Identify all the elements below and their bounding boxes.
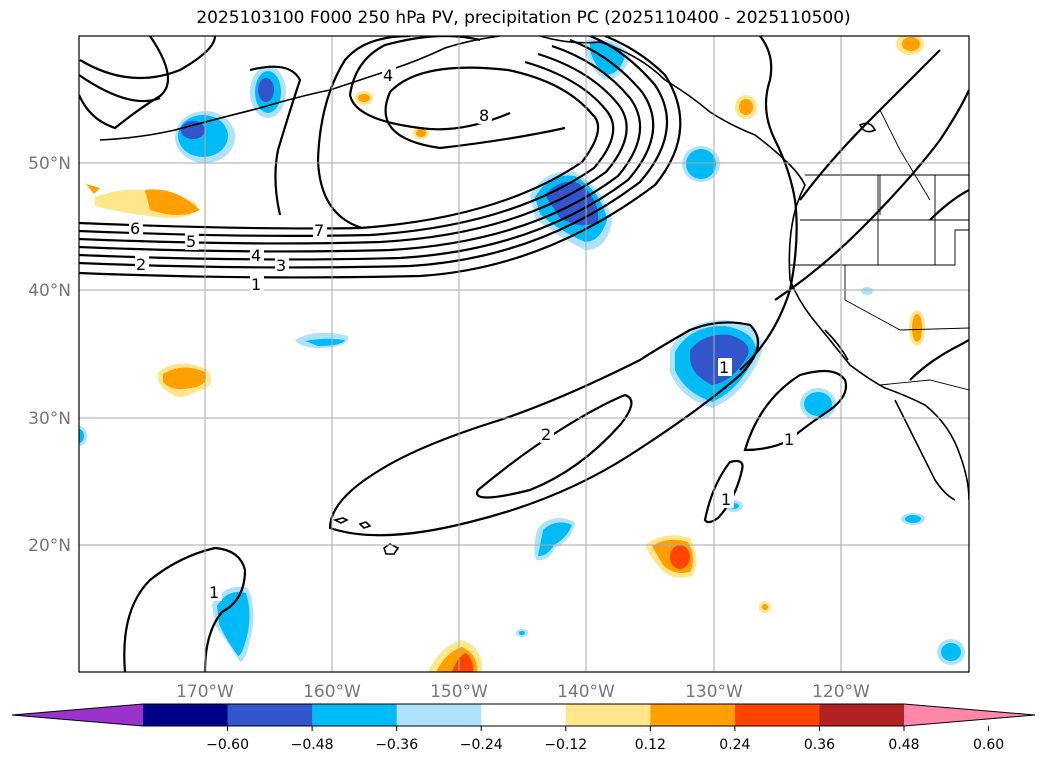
colorbar-extend-high — [904, 704, 1035, 726]
colorbar-tick-label: −0.12 — [544, 737, 587, 753]
contour-label: 2 — [541, 425, 551, 444]
pv-contours — [79, 36, 969, 672]
lon-label: 150°W — [430, 682, 488, 702]
contour-label: 5 — [186, 232, 196, 251]
colorbar-tick-label: 0.48 — [888, 737, 919, 753]
map-area: 1 2 3 4 5 6 7 8 2 1 1 1 1 4 — [79, 36, 969, 672]
colorbar-segment — [650, 704, 736, 726]
colorbar-tick-label: 0.12 — [635, 737, 666, 753]
colorbar-tick-label: −0.60 — [206, 737, 249, 753]
lat-lon-grid — [79, 36, 969, 672]
contour-labels: 1 2 3 4 5 6 7 8 2 1 1 1 1 4 — [129, 66, 797, 602]
latitude-labels: 50°N 40°N 30°N 20°N — [28, 154, 71, 556]
contour-label: 2 — [136, 255, 146, 274]
contour-label: 1 — [784, 430, 794, 449]
colorbar-segment — [396, 704, 482, 726]
coastlines — [99, 36, 969, 555]
precipitation-anomalies — [79, 36, 965, 672]
colorbar: −0.60 −0.48 −0.36 −0.24 −0.12 0.12 0.24 0.36 0.4… — [11, 703, 1036, 753]
colorbar-tick-label: −0.36 — [375, 737, 418, 753]
contour-label: 1 — [251, 275, 261, 294]
contour-label: 1 — [719, 358, 729, 377]
colorbar-segment — [143, 704, 229, 726]
colorbar-tick-label: 0.24 — [719, 737, 750, 753]
contour-label: 3 — [276, 256, 286, 275]
contour-label: 4 — [251, 246, 261, 265]
contour-label: 8 — [479, 106, 489, 125]
contour-label: 4 — [383, 66, 393, 85]
map-frame — [78, 35, 970, 673]
contour-label: 1 — [209, 583, 219, 602]
lat-label: 20°N — [28, 536, 71, 556]
colorbar-segment — [819, 704, 905, 726]
colorbar-segment — [734, 704, 820, 726]
lon-label: 170°W — [176, 682, 234, 702]
longitude-labels: 170°W 160°W 150°W 140°W 130°W 120°W — [176, 682, 870, 702]
map-title: 2025103100 F000 250 hPa PV, precipitatio… — [196, 8, 851, 28]
lat-label: 40°N — [28, 281, 71, 301]
lon-label: 120°W — [812, 682, 870, 702]
colorbar-tick-label: −0.48 — [291, 737, 334, 753]
colorbar-segment — [312, 704, 398, 726]
lon-label: 160°W — [303, 682, 361, 702]
contour-label: 6 — [130, 219, 140, 238]
political-borders — [790, 109, 969, 391]
contour-label: 7 — [314, 221, 324, 240]
colorbar-segment — [481, 704, 567, 726]
colorbar-segment — [227, 704, 313, 726]
lon-label: 140°W — [557, 682, 615, 702]
lat-label: 50°N — [28, 154, 71, 174]
colorbar-segment — [565, 704, 651, 726]
colorbar-tick-label: 0.36 — [804, 737, 835, 753]
contour-label: 1 — [721, 490, 731, 509]
colorbar-tick-label: −0.24 — [460, 737, 503, 753]
colorbar-outline — [11, 703, 1036, 727]
lat-label: 30°N — [28, 409, 71, 429]
lon-label: 130°W — [685, 682, 743, 702]
colorbar-extend-low — [12, 704, 143, 726]
colorbar-tick-label: 0.60 — [973, 737, 1004, 753]
